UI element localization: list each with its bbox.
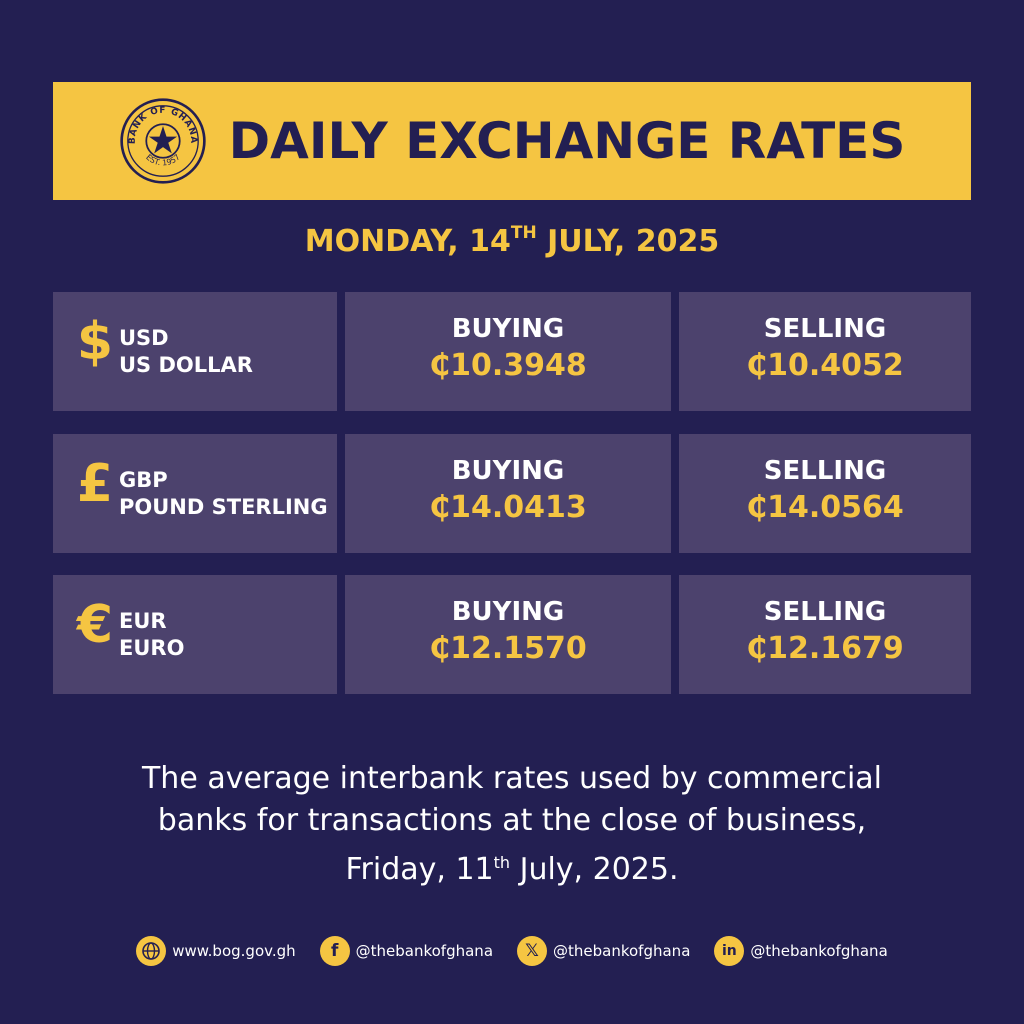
buying-rate: ₵12.1570 bbox=[429, 631, 587, 666]
pound-icon: £ bbox=[76, 454, 114, 514]
currency-code: USD bbox=[119, 326, 169, 350]
globe-icon bbox=[136, 936, 167, 966]
buying-rate: ₵10.3948 bbox=[429, 348, 587, 383]
currency-cell: € EUR EURO bbox=[53, 575, 337, 694]
rate-row-usd: $ USD US DOLLAR BUYING ₵10.3948 SELLING … bbox=[53, 292, 971, 411]
buying-label: BUYING bbox=[451, 456, 565, 486]
selling-label: SELLING bbox=[763, 597, 887, 627]
facebook-icon: f bbox=[319, 936, 350, 966]
rate-row-eur: € EUR EURO BUYING ₵12.1570 SELLING ₵12.1… bbox=[53, 575, 971, 694]
currency-code: GBP bbox=[119, 468, 168, 492]
currency-name: EURO bbox=[119, 636, 185, 660]
selling-label: SELLING bbox=[763, 456, 887, 486]
linkedin-link[interactable]: in @thebankofghana bbox=[714, 936, 888, 966]
dollar-icon: $ bbox=[76, 312, 114, 372]
currency-code: EUR bbox=[119, 609, 167, 633]
bank-of-ghana-seal-icon: BANK OF GHANA EST. 1957 bbox=[119, 98, 206, 184]
buying-rate: ₵14.0413 bbox=[429, 490, 587, 525]
selling-rate: ₵14.0564 bbox=[746, 490, 904, 525]
currency-cell: $ USD US DOLLAR bbox=[53, 292, 337, 411]
x-link[interactable]: 𝕏 @thebankofghana bbox=[517, 936, 690, 966]
selling-cell: SELLING ₵14.0564 bbox=[679, 434, 971, 553]
selling-rate: ₵10.4052 bbox=[746, 348, 904, 383]
buying-cell: BUYING ₵12.1570 bbox=[345, 575, 671, 694]
selling-rate: ₵12.1679 bbox=[746, 631, 904, 666]
website-link[interactable]: www.bog.gov.gh bbox=[136, 936, 296, 966]
buying-label: BUYING bbox=[451, 597, 565, 627]
currency-name: POUND STERLING bbox=[119, 495, 328, 519]
x-icon: 𝕏 bbox=[517, 936, 548, 966]
header-banner: BANK OF GHANA EST. 1957 DAILY EXCHANGE R… bbox=[53, 82, 971, 200]
selling-cell: SELLING ₵12.1679 bbox=[679, 575, 971, 694]
buying-cell: BUYING ₵14.0413 bbox=[345, 434, 671, 553]
euro-icon: € bbox=[76, 595, 114, 655]
page-title: DAILY EXCHANGE RATES bbox=[228, 112, 906, 170]
buying-cell: BUYING ₵10.3948 bbox=[345, 292, 671, 411]
selling-cell: SELLING ₵10.4052 bbox=[679, 292, 971, 411]
footer-links: www.bog.gov.gh f @thebankofghana 𝕏 @theb… bbox=[0, 936, 1024, 966]
linkedin-icon: in bbox=[714, 936, 745, 966]
footnote: The average interbank rates used by comm… bbox=[141, 761, 883, 887]
currency-cell: £ GBP POUND STERLING bbox=[53, 434, 337, 553]
svg-text:EST. 1957: EST. 1957 bbox=[144, 153, 182, 168]
selling-label: SELLING bbox=[763, 314, 887, 344]
rate-row-gbp: £ GBP POUND STERLING BUYING ₵14.0413 SEL… bbox=[53, 434, 971, 553]
facebook-link[interactable]: f @thebankofghana bbox=[319, 936, 493, 966]
currency-name: US DOLLAR bbox=[119, 353, 253, 377]
rates-date: MONDAY, 14TH JULY, 2025 bbox=[304, 223, 720, 259]
buying-label: BUYING bbox=[451, 314, 565, 344]
